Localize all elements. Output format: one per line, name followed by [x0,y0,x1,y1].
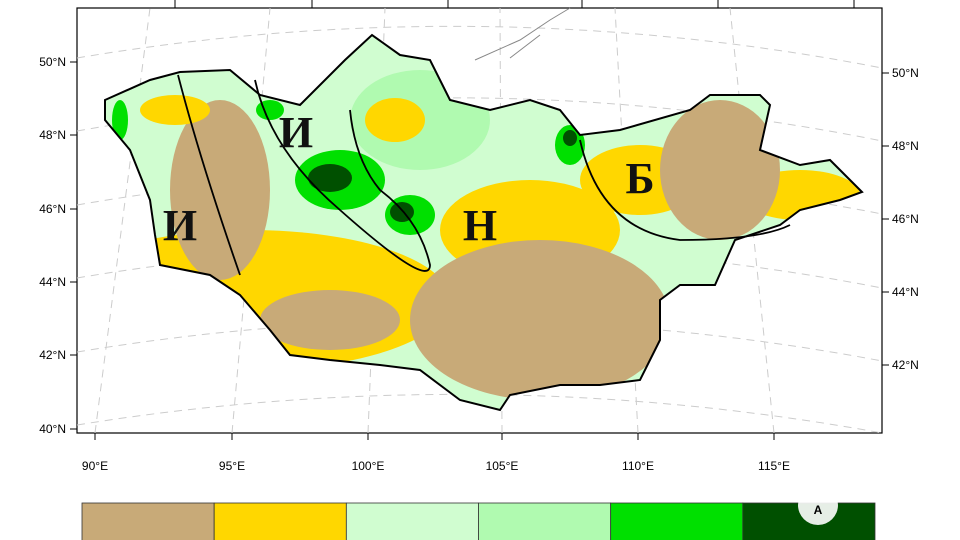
country-outline [104,33,864,412]
legend-swatch [81,502,215,540]
zone-lines [177,74,791,276]
legend-swatch [213,502,347,540]
lon-label: 110°E [622,459,654,473]
legend-swatch [610,502,744,540]
lat-label: 50°N [39,55,66,69]
lat-label: 42°N [892,358,919,372]
lon-label: 95°E [219,459,245,473]
legend-swatch [478,502,612,540]
lon-label: 90°E [82,459,108,473]
lon-label: 100°E [352,459,385,473]
lat-label: 44°N [892,285,919,299]
lat-label: 40°N [39,422,66,436]
lat-label: 44°N [39,275,66,289]
lon-label: 115°E [758,459,790,473]
region-label: Б [625,154,654,203]
logo-text: A [814,503,823,517]
lat-label: 50°N [892,66,919,80]
lat-label: 48°N [892,139,919,153]
lat-label: 48°N [39,128,66,142]
region-label: Н [463,201,497,250]
legend-swatch [345,502,479,540]
logo-circle [798,485,838,525]
border-line [474,7,571,61]
lat-label: 42°N [39,348,66,362]
region-label: И [279,108,313,157]
lat-label: 46°N [39,202,66,216]
region-label: И [163,201,197,250]
lat-label: 46°N [892,212,919,226]
lon-label: 105°E [486,459,519,473]
